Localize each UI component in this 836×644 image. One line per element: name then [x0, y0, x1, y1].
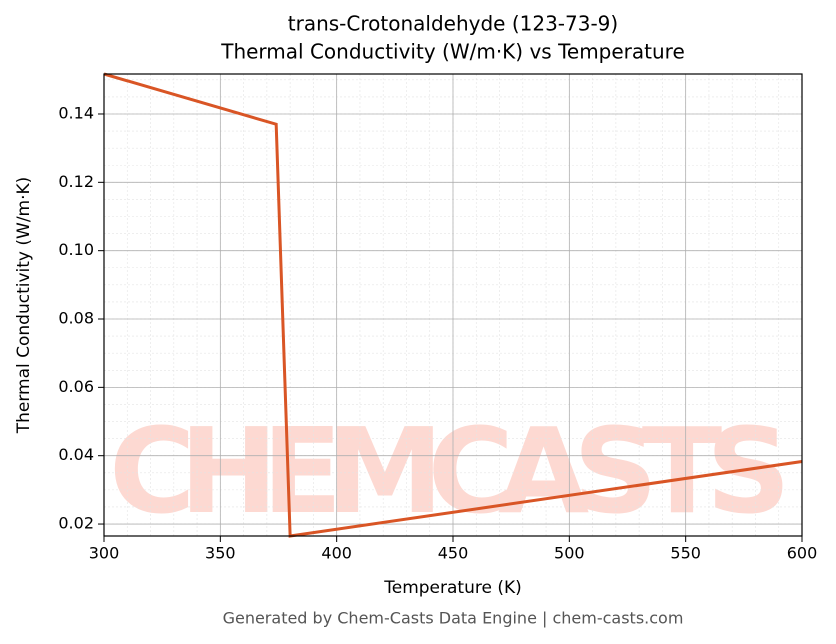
y-tick-label: 0.08	[58, 309, 94, 328]
x-tick-label: 400	[321, 544, 352, 563]
watermark: CHEMCASTS	[109, 402, 797, 540]
y-tick-label: 0.10	[58, 240, 94, 259]
x-tick-label: 500	[554, 544, 585, 563]
plot-frame	[103, 73, 803, 537]
x-tick-label: 550	[670, 544, 701, 563]
y-tick-label: 0.02	[58, 514, 94, 533]
y-axis-label: Thermal Conductivity (W/m·K)	[14, 177, 34, 435]
chart-subtitle: Thermal Conductivity (W/m·K) vs Temperat…	[220, 40, 685, 64]
footer: Generated by Chem-Casts Data Engine | ch…	[223, 609, 684, 628]
x-tick-label: 450	[438, 544, 469, 563]
x-axis-label: Temperature (K)	[383, 578, 522, 598]
x-tick-label: 350	[205, 544, 236, 563]
x-tick-label: 600	[787, 544, 818, 563]
y-tick-label: 0.12	[58, 172, 94, 191]
chart-title: trans-Crotonaldehyde (123-73-9)	[288, 12, 618, 36]
y-tick-label: 0.04	[58, 445, 94, 464]
y-tick-label: 0.14	[58, 103, 94, 122]
x-tick-label: 300	[89, 544, 120, 563]
y-tick-label: 0.06	[58, 377, 94, 396]
data-line	[103, 72, 803, 538]
